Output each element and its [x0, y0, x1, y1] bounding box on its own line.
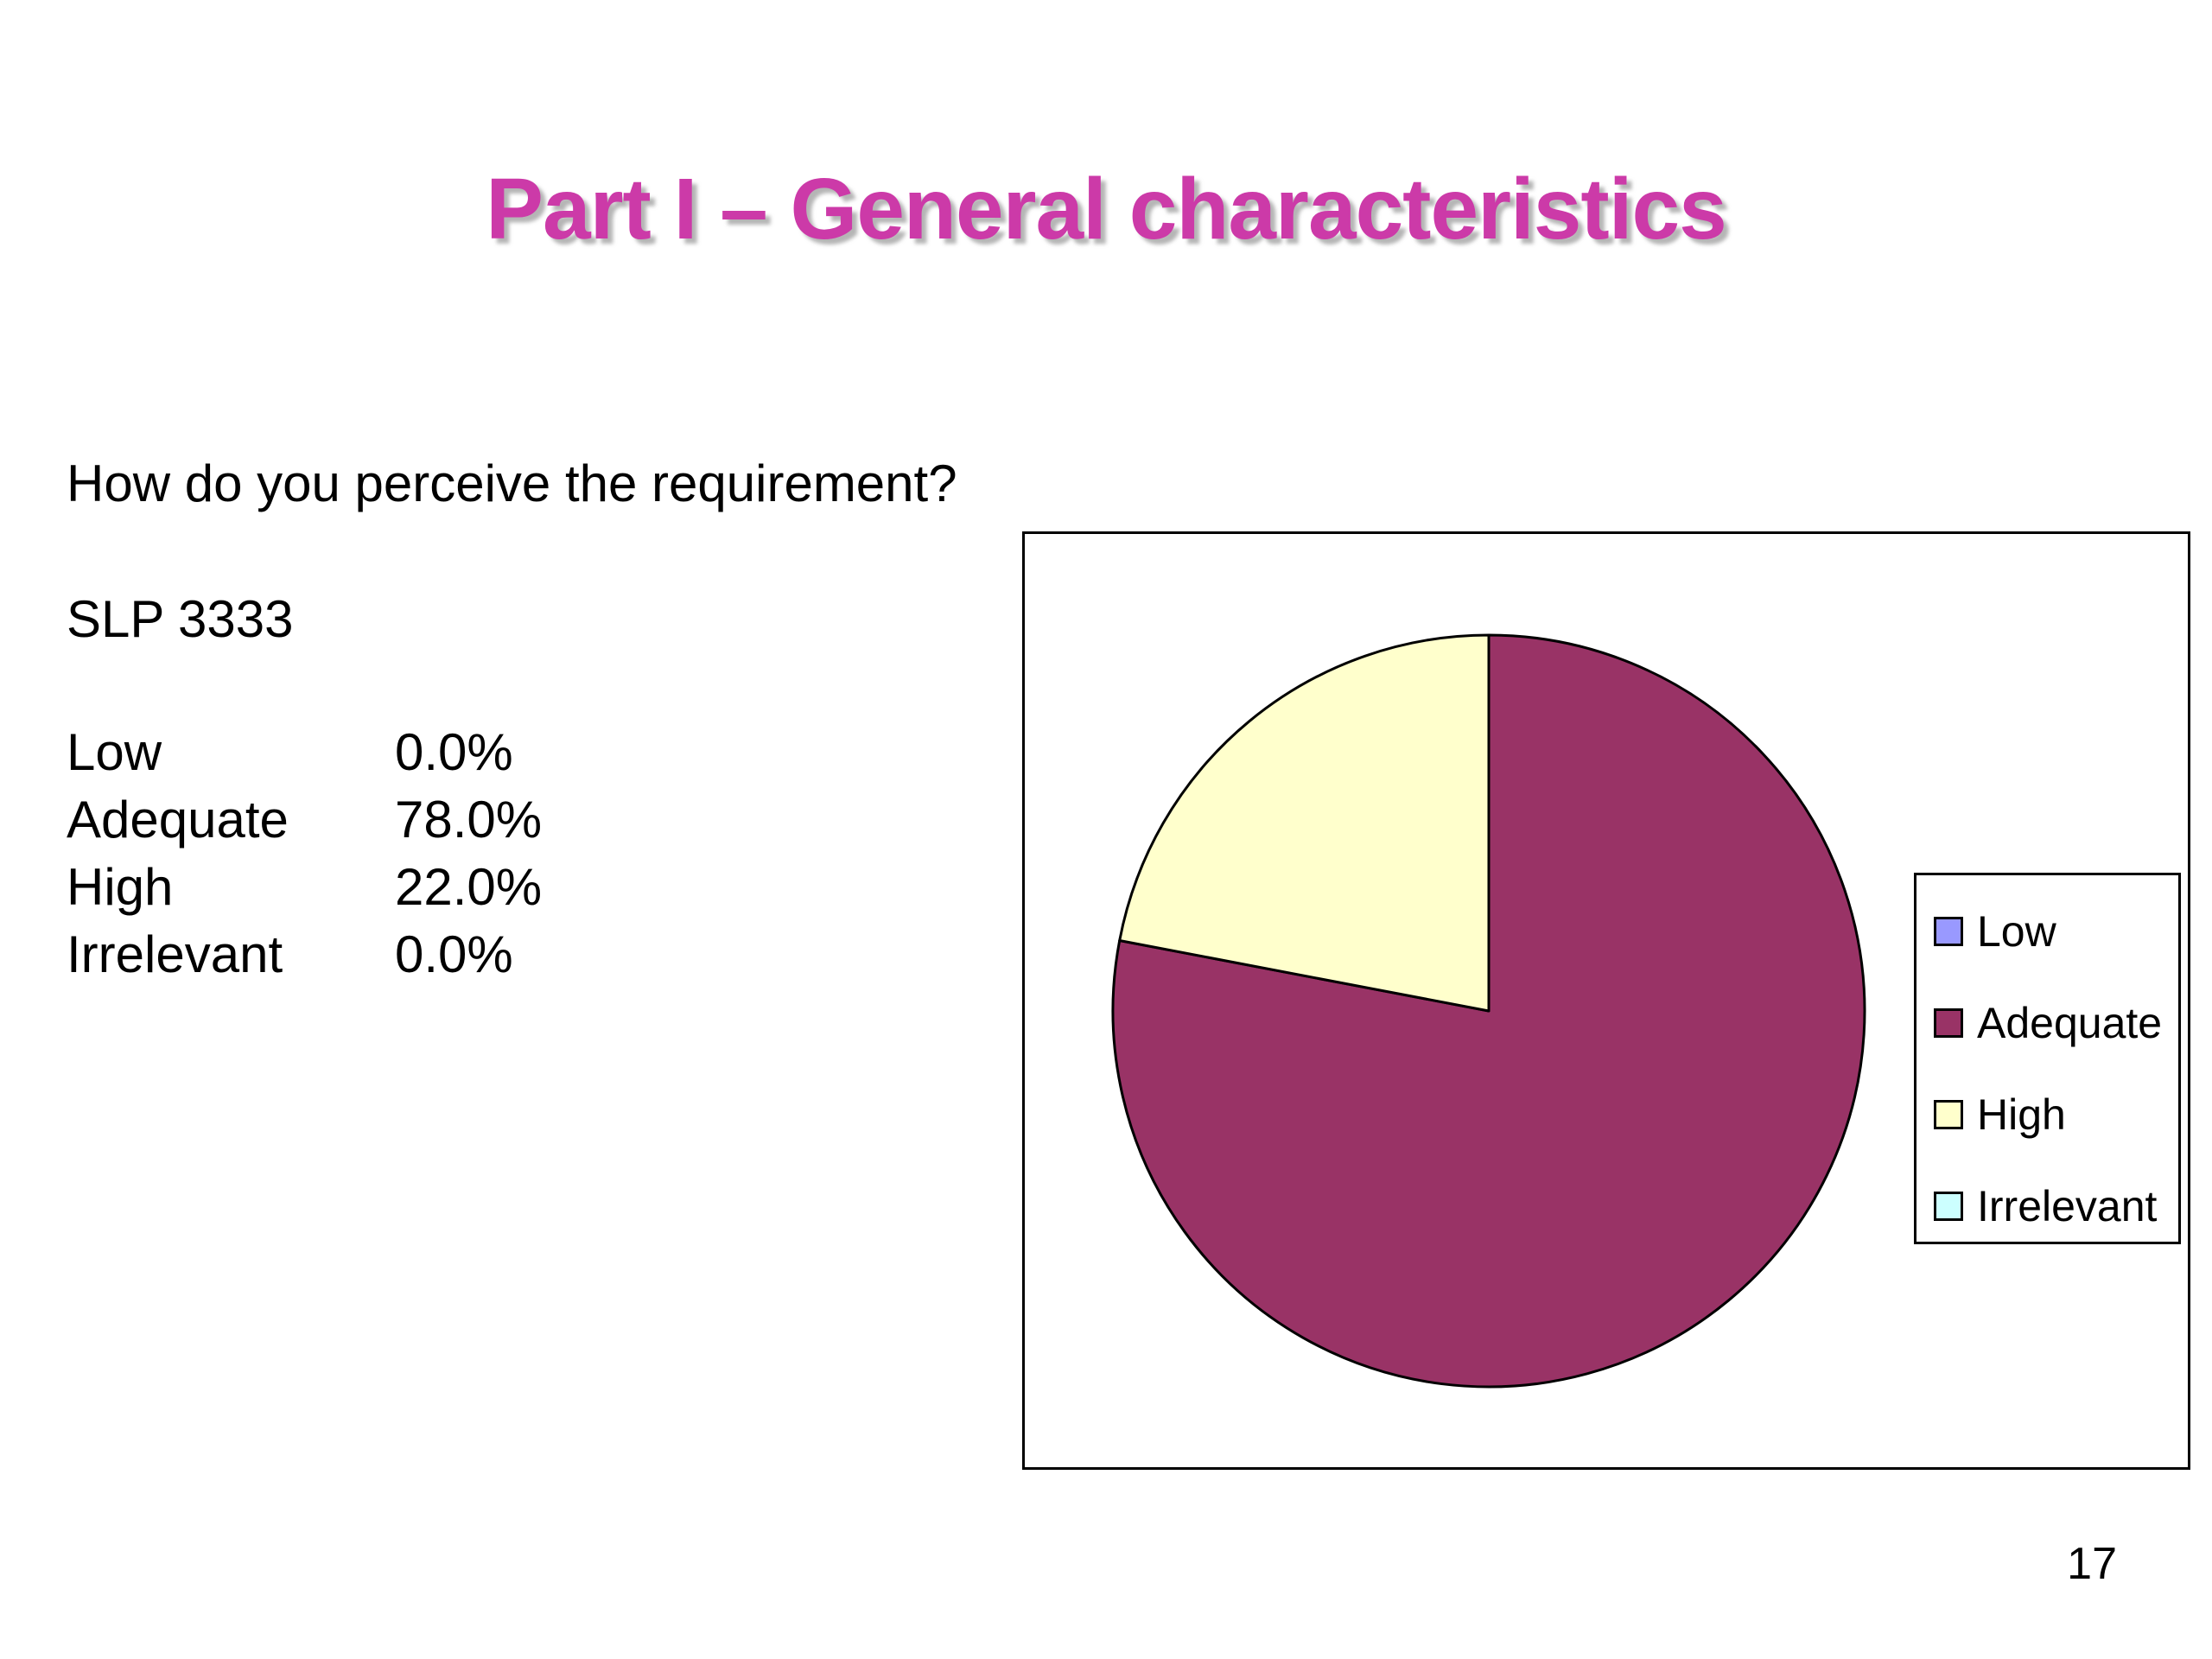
- legend-swatch-adequate: [1934, 1008, 1963, 1038]
- stat-row-irrelevant: Irrelevant 0.0%: [67, 921, 611, 988]
- stat-row-low: Low 0.0%: [67, 719, 611, 786]
- subject-code: SLP 3333: [67, 590, 294, 648]
- survey-question: How do you perceive the requirement?: [67, 454, 957, 512]
- legend-item-low: Low: [1916, 886, 2178, 977]
- legend-swatch-high: [1934, 1100, 1963, 1129]
- stat-label: High: [67, 858, 174, 916]
- legend-label: High: [1977, 1090, 2066, 1139]
- legend-label: Irrelevant: [1977, 1182, 2158, 1230]
- chart-legend: Low Adequate High Irrelevant: [1914, 873, 2181, 1244]
- stat-row-adequate: Adequate 78.0%: [67, 786, 611, 854]
- legend-label: Adequate: [1977, 999, 2163, 1047]
- stats-table: Low 0.0% Adequate 78.0% High 22.0% Irrel…: [67, 719, 611, 988]
- page-number: 17: [2067, 1539, 2117, 1589]
- stat-value: 0.0%: [395, 925, 513, 983]
- stat-value: 0.0%: [395, 723, 513, 781]
- legend-label: Low: [1977, 907, 2056, 956]
- legend-item-adequate: Adequate: [1916, 977, 2178, 1069]
- stat-value: 22.0%: [395, 858, 543, 916]
- stat-label: Low: [67, 723, 162, 781]
- stat-label: Adequate: [67, 791, 289, 849]
- legend-item-irrelevant: Irrelevant: [1916, 1160, 2178, 1252]
- legend-swatch-irrelevant: [1934, 1192, 1963, 1221]
- pie-slice-adequate: [1111, 633, 1866, 1389]
- pie-slice-high: [1118, 633, 1491, 1013]
- legend-swatch-low: [1934, 917, 1963, 946]
- stat-value: 78.0%: [395, 791, 543, 849]
- stat-label: Irrelevant: [67, 925, 283, 983]
- stat-row-high: High 22.0%: [67, 854, 611, 921]
- slide-title: Part I – General characteristics: [486, 161, 1726, 257]
- legend-item-high: High: [1916, 1069, 2178, 1160]
